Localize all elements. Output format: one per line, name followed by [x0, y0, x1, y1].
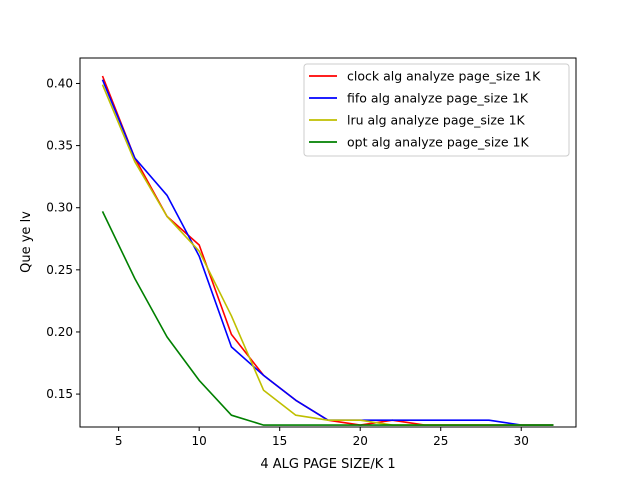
x-axis-label: 4 ALG PAGE SIZE/K 1 [260, 457, 395, 472]
x-tick-label: 15 [272, 434, 287, 448]
x-tick-label: 20 [353, 434, 368, 448]
y-tick-label: 0.15 [46, 387, 73, 401]
y-tick-label: 0.20 [46, 325, 73, 339]
x-axis-ticks: 5 10 15 20 25 30 [115, 427, 529, 448]
x-tick-label: 25 [433, 434, 448, 448]
plot-frame [79, 57, 577, 428]
y-tick-label: 0.40 [46, 76, 73, 90]
x-tick-label: 10 [192, 434, 207, 448]
y-axis-label: Que ye lv [19, 211, 34, 273]
x-tick-label: 30 [514, 434, 529, 448]
y-tick-label: 0.25 [46, 263, 73, 277]
legend-entry: lru alg analyze page_size 1K [347, 113, 526, 128]
y-tick-label: 0.35 [46, 139, 73, 153]
y-tick-label: 0.30 [46, 201, 73, 215]
legend-entry: fifo alg analyze page_size 1K [347, 91, 529, 106]
legend-box [303, 63, 570, 157]
legend: clock alg analyze page_size 1K fifo alg a… [303, 63, 570, 157]
legend-entry: clock alg analyze page_size 1K [347, 69, 541, 84]
legend-entry: opt alg analyze page_size 1K [347, 135, 529, 150]
y-axis-ticks: 0.15 0.20 0.25 0.30 0.35 0.40 [46, 76, 80, 401]
series-line-opt [101, 211, 554, 426]
series-layer [101, 75, 554, 426]
x-tick-label: 5 [115, 434, 123, 448]
